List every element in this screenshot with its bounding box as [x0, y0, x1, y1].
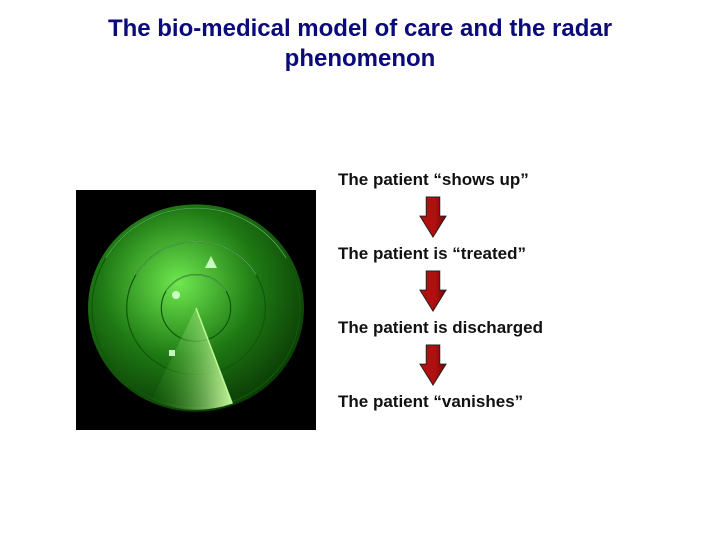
down-arrow-icon: [418, 195, 448, 239]
radar-graphic: [76, 190, 316, 430]
arrow-slot: [338, 190, 678, 244]
down-arrow-icon: [418, 343, 448, 387]
slide: The bio-medical model of care and the ra…: [0, 0, 720, 540]
step-label: The patient is discharged: [338, 318, 678, 338]
steps-column: The patient “shows up” The patient is “t…: [338, 170, 678, 412]
arrow-slot: [338, 264, 678, 318]
step-label: The patient “vanishes”: [338, 392, 678, 412]
step-label: The patient “shows up”: [338, 170, 678, 190]
arrow-slot: [338, 338, 678, 392]
down-arrow-icon: [418, 269, 448, 313]
radar-svg: [76, 190, 316, 430]
slide-title: The bio-medical model of care and the ra…: [40, 14, 680, 74]
step-label: The patient is “treated”: [338, 244, 678, 264]
